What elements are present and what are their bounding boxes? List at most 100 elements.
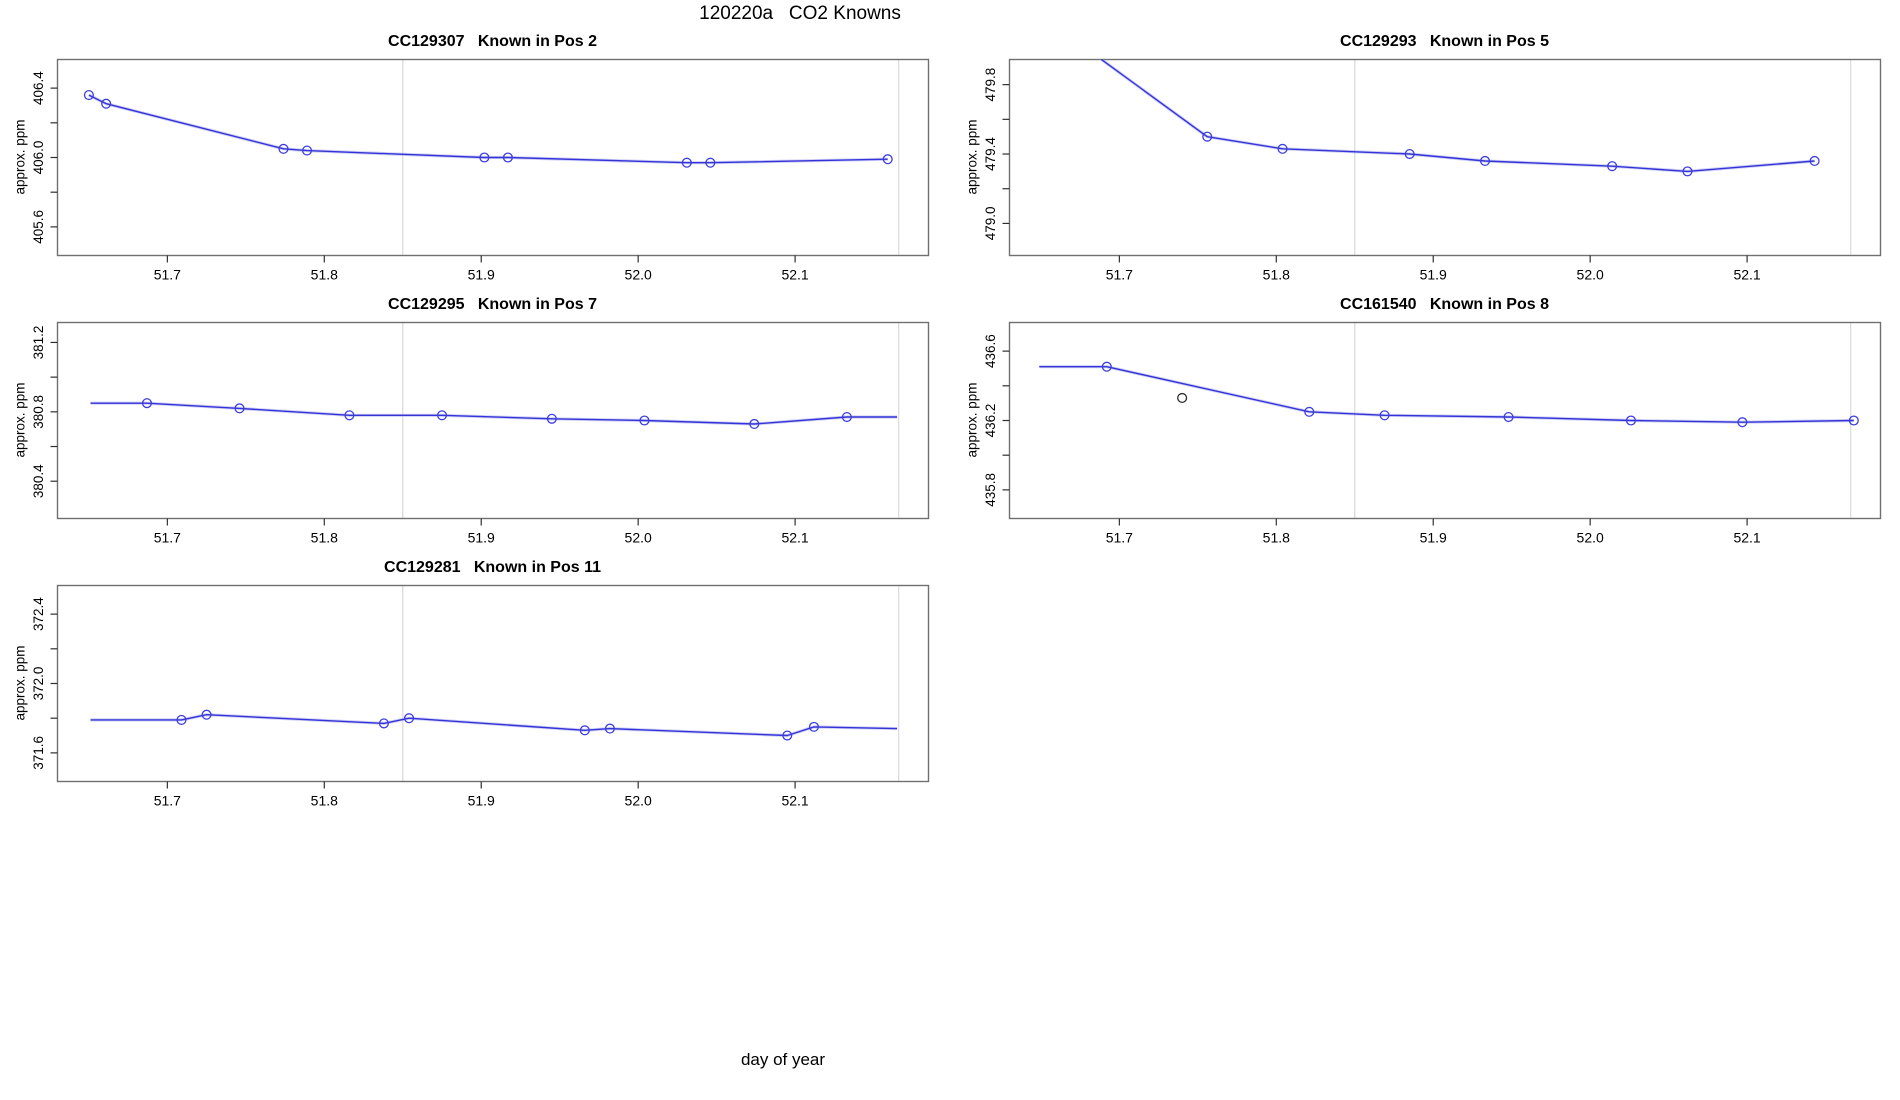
plot-area: 51.7 51.8 51.9 52.0 52.1 435.8 436.2 436.6 bbox=[983, 321, 1882, 546]
data-series bbox=[1039, 365, 1854, 424]
reference-lines bbox=[402, 585, 900, 782]
data-point bbox=[1202, 131, 1213, 142]
data-point bbox=[639, 415, 650, 426]
y-tick-label: 406.0 bbox=[31, 141, 46, 175]
subplot-cc129281-pos11: CC129281 Known in Pos 11 approx. ppm 51.… bbox=[5, 557, 936, 825]
data-point bbox=[301, 145, 313, 156]
data-point bbox=[681, 157, 692, 168]
y-tick-label: 406.4 bbox=[31, 71, 46, 105]
x-tick-label: 52.0 bbox=[625, 267, 652, 283]
y-tick-label: 479.4 bbox=[983, 137, 998, 171]
reference-lines bbox=[402, 322, 900, 519]
x-tick-label: 51.7 bbox=[154, 530, 181, 546]
plot-title: CC161540 Known in Pos 8 bbox=[1340, 296, 1549, 313]
y-tick-label: 435.8 bbox=[983, 473, 998, 507]
x-tick-label: 51.7 bbox=[1106, 267, 1133, 283]
plot-canvas: 51.7 51.8 51.9 52.0 52.1 405.6 406.0 406.4 bbox=[31, 58, 930, 283]
data-point bbox=[882, 154, 893, 165]
y-tick-label: 380.8 bbox=[31, 395, 46, 429]
x-tick-label: 51.7 bbox=[1106, 530, 1133, 546]
data-point bbox=[1607, 161, 1618, 172]
plot-area: 51.7 51.8 51.9 52.0 52.1 479.0 479.4 479.8 bbox=[983, 58, 1882, 283]
data-point bbox=[378, 718, 389, 729]
y-axis: 435.8 436.2 436.6 bbox=[983, 334, 1010, 507]
y-tick-label: 372.4 bbox=[31, 597, 46, 631]
x-tick-label: 51.9 bbox=[468, 793, 495, 809]
data-point bbox=[201, 709, 212, 720]
x-tick-label: 51.8 bbox=[1263, 267, 1290, 283]
data-point bbox=[1737, 417, 1748, 428]
x-axis: 51.7 51.8 51.9 52.0 52.1 bbox=[1106, 255, 1761, 283]
data-point bbox=[579, 725, 590, 736]
plot-border bbox=[1008, 58, 1882, 257]
x-tick-label: 52.1 bbox=[1733, 530, 1760, 546]
x-tick-label: 52.1 bbox=[781, 793, 808, 809]
y-tick-label: 479.0 bbox=[983, 207, 998, 241]
plot-border bbox=[56, 321, 930, 520]
data-point bbox=[479, 152, 490, 163]
data-series bbox=[1098, 59, 1815, 174]
y-axis: 371.6 372.0 372.4 bbox=[31, 597, 58, 770]
y-tick-label: 405.6 bbox=[31, 210, 46, 244]
data-points bbox=[1202, 131, 1820, 177]
data-point bbox=[344, 410, 355, 421]
data-point bbox=[782, 730, 793, 741]
x-tick-label: 52.1 bbox=[781, 267, 808, 283]
data-line bbox=[1039, 366, 1854, 423]
plot-border bbox=[56, 584, 930, 783]
subplot-cc129307-pos2: CC129307 Known in Pos 2 approx. ppm 51.7… bbox=[5, 31, 936, 299]
data-point bbox=[749, 418, 760, 430]
data-points bbox=[141, 398, 852, 430]
plot-area: 51.7 51.8 51.9 52.0 52.1 405.6 406.0 406.4 bbox=[31, 58, 930, 283]
x-tick-label: 51.9 bbox=[1420, 530, 1447, 546]
x-axis: 51.7 51.8 51.9 52.0 52.1 bbox=[1106, 518, 1761, 546]
data-point bbox=[141, 398, 153, 409]
plot-area: 51.7 51.8 51.9 52.0 52.1 371.6 372.0 372.4 bbox=[31, 584, 930, 809]
x-tick-label: 52.0 bbox=[625, 793, 652, 809]
x-tick-label: 52.1 bbox=[1733, 267, 1760, 283]
x-tick-label: 52.0 bbox=[625, 530, 652, 546]
data-point bbox=[1625, 415, 1637, 426]
x-tick-label: 52.0 bbox=[1577, 267, 1604, 283]
data-point bbox=[1682, 166, 1693, 177]
data-point bbox=[436, 410, 448, 421]
data-point bbox=[1503, 411, 1514, 423]
data-point bbox=[403, 713, 415, 724]
data-point bbox=[1848, 415, 1859, 426]
y-axis: 380.4 380.8 381.2 bbox=[31, 326, 58, 498]
x-axis: 51.7 51.8 51.9 52.0 52.1 bbox=[154, 518, 809, 546]
x-tick-label: 51.9 bbox=[468, 267, 495, 283]
y-tick-label: 372.0 bbox=[31, 667, 46, 701]
plot-title: CC129293 Known in Pos 5 bbox=[1340, 33, 1549, 50]
page-title: 120220a CO2 Knowns bbox=[699, 3, 901, 24]
data-line bbox=[90, 713, 898, 737]
data-point bbox=[502, 152, 513, 163]
data-point bbox=[808, 721, 819, 732]
x-tick-label: 51.8 bbox=[1263, 530, 1290, 546]
subplot-cc129295-pos7: CC129295 Known in Pos 7 approx. ppm 51.7… bbox=[5, 294, 936, 562]
x-tick-label: 51.9 bbox=[468, 530, 495, 546]
plot-canvas: 51.7 51.8 51.9 52.0 52.1 479.0 479.4 479.8 bbox=[983, 58, 1882, 283]
data-point bbox=[705, 157, 716, 168]
data-point bbox=[1277, 143, 1288, 154]
data-point bbox=[1304, 406, 1315, 417]
y-tick-label: 381.2 bbox=[31, 326, 46, 360]
data-point bbox=[841, 411, 852, 423]
y-tick-label: 479.8 bbox=[983, 68, 998, 102]
data-point bbox=[234, 403, 245, 414]
plot-title: CC129307 Known in Pos 2 bbox=[388, 33, 597, 50]
subplot-cc129293-pos5: CC129293 Known in Pos 5 approx. ppm 51.7… bbox=[957, 31, 1888, 299]
data-point bbox=[546, 413, 557, 424]
plot-canvas: 51.7 51.8 51.9 52.0 52.1 371.6 372.0 372.4 bbox=[31, 584, 930, 809]
data-point bbox=[83, 90, 94, 101]
reference-lines bbox=[1354, 59, 1852, 256]
plot-area: 51.7 51.8 51.9 52.0 52.1 380.4 380.8 381.2 bbox=[31, 321, 930, 546]
y-tick-label: 380.4 bbox=[31, 464, 46, 498]
data-series bbox=[88, 93, 888, 165]
data-line bbox=[88, 94, 888, 164]
x-tick-label: 52.1 bbox=[781, 530, 808, 546]
data-line bbox=[1100, 59, 1815, 173]
plot-title: CC129295 Known in Pos 7 bbox=[388, 296, 597, 313]
y-tick-label: 371.6 bbox=[31, 736, 46, 770]
